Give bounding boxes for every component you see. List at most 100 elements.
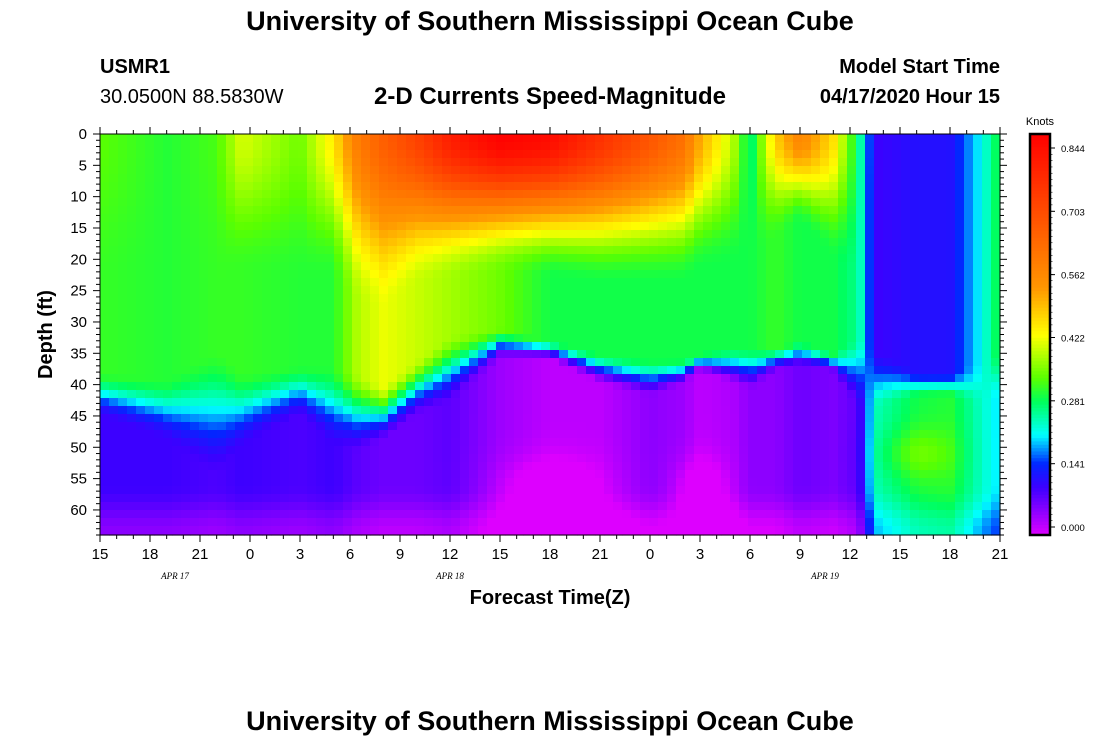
heat-cell xyxy=(388,414,398,423)
heat-cell xyxy=(496,142,506,151)
heat-cell xyxy=(514,438,524,447)
heat-cell xyxy=(532,478,542,487)
heat-cell xyxy=(127,430,137,439)
heat-cell xyxy=(172,294,182,303)
heat-cell xyxy=(478,374,488,383)
heat-cell xyxy=(928,134,938,143)
heat-cell xyxy=(217,390,227,399)
heat-cell xyxy=(658,198,668,207)
heat-cell xyxy=(172,134,182,143)
heat-cell xyxy=(451,134,461,143)
heat-cell xyxy=(955,430,965,439)
heat-cell xyxy=(280,230,290,239)
heat-cell xyxy=(343,142,353,151)
heat-cell xyxy=(820,182,830,191)
heat-cell xyxy=(532,134,542,143)
heat-cell xyxy=(523,494,533,503)
heat-cell xyxy=(901,278,911,287)
heat-cell xyxy=(424,454,434,463)
heat-cell xyxy=(793,406,803,415)
heat-cell xyxy=(172,438,182,447)
heat-cell xyxy=(811,358,821,367)
heat-cell xyxy=(694,142,704,151)
heat-cell xyxy=(541,526,551,535)
heat-cell xyxy=(532,334,542,343)
heat-cell xyxy=(469,446,479,455)
heat-cell xyxy=(568,454,578,463)
heat-cell xyxy=(550,422,560,431)
heat-cell xyxy=(127,270,137,279)
heat-cell xyxy=(640,358,650,367)
heat-cell xyxy=(550,526,560,535)
heat-cell xyxy=(820,238,830,247)
heat-cell xyxy=(730,230,740,239)
heat-cell xyxy=(748,166,758,175)
heat-cell xyxy=(334,470,344,479)
heat-cell xyxy=(523,198,533,207)
heat-cell xyxy=(208,198,218,207)
heat-cell xyxy=(172,502,182,511)
heat-cell xyxy=(487,526,497,535)
heat-cell xyxy=(883,438,893,447)
heat-cell xyxy=(370,342,380,351)
heat-cell xyxy=(793,454,803,463)
heat-cell xyxy=(721,382,731,391)
heat-cell xyxy=(577,374,587,383)
heat-cell xyxy=(901,430,911,439)
heat-cell xyxy=(757,286,767,295)
heat-cell xyxy=(712,142,722,151)
heat-cell xyxy=(901,270,911,279)
heat-cell xyxy=(793,334,803,343)
heat-cell xyxy=(874,238,884,247)
heat-cell xyxy=(325,238,335,247)
heat-cell xyxy=(217,174,227,183)
heat-cell xyxy=(649,310,659,319)
heat-cell xyxy=(838,446,848,455)
heat-cell xyxy=(424,150,434,159)
heat-cell xyxy=(811,470,821,479)
heat-cell xyxy=(388,502,398,511)
heat-cell xyxy=(784,470,794,479)
heat-cell xyxy=(478,502,488,511)
heat-cell xyxy=(145,502,155,511)
heat-cell xyxy=(370,494,380,503)
heat-cell xyxy=(226,462,236,471)
heat-cell xyxy=(604,214,614,223)
heat-cell xyxy=(667,478,677,487)
heat-cell xyxy=(892,494,902,503)
heat-cell xyxy=(478,278,488,287)
heat-cell xyxy=(370,310,380,319)
heat-cell xyxy=(847,350,857,359)
heat-cell xyxy=(658,206,668,215)
heat-cell xyxy=(289,158,299,167)
heat-cell xyxy=(820,190,830,199)
heat-cell xyxy=(388,230,398,239)
heat-cell xyxy=(901,326,911,335)
heat-cell xyxy=(739,222,749,231)
heat-cell xyxy=(685,502,695,511)
heat-cell xyxy=(613,302,623,311)
heat-cell xyxy=(100,142,110,151)
heat-cell xyxy=(118,230,128,239)
heat-cell xyxy=(433,286,443,295)
heat-cell xyxy=(973,254,983,263)
heat-cell xyxy=(253,318,263,327)
heat-cell xyxy=(748,214,758,223)
heat-cell xyxy=(946,478,956,487)
heat-cell xyxy=(910,406,920,415)
heat-cell xyxy=(577,390,587,399)
heat-cell xyxy=(865,214,875,223)
heat-cell xyxy=(577,318,587,327)
heat-cell xyxy=(244,358,254,367)
heat-cell xyxy=(775,502,785,511)
heat-cell xyxy=(505,510,515,519)
heat-cell xyxy=(802,438,812,447)
heat-cell xyxy=(937,150,947,159)
heat-cell xyxy=(154,238,164,247)
heat-cell xyxy=(208,270,218,279)
heat-cell xyxy=(874,374,884,383)
heat-cell xyxy=(370,238,380,247)
heat-cell xyxy=(613,166,623,175)
heat-cell xyxy=(820,382,830,391)
heat-cell xyxy=(586,142,596,151)
